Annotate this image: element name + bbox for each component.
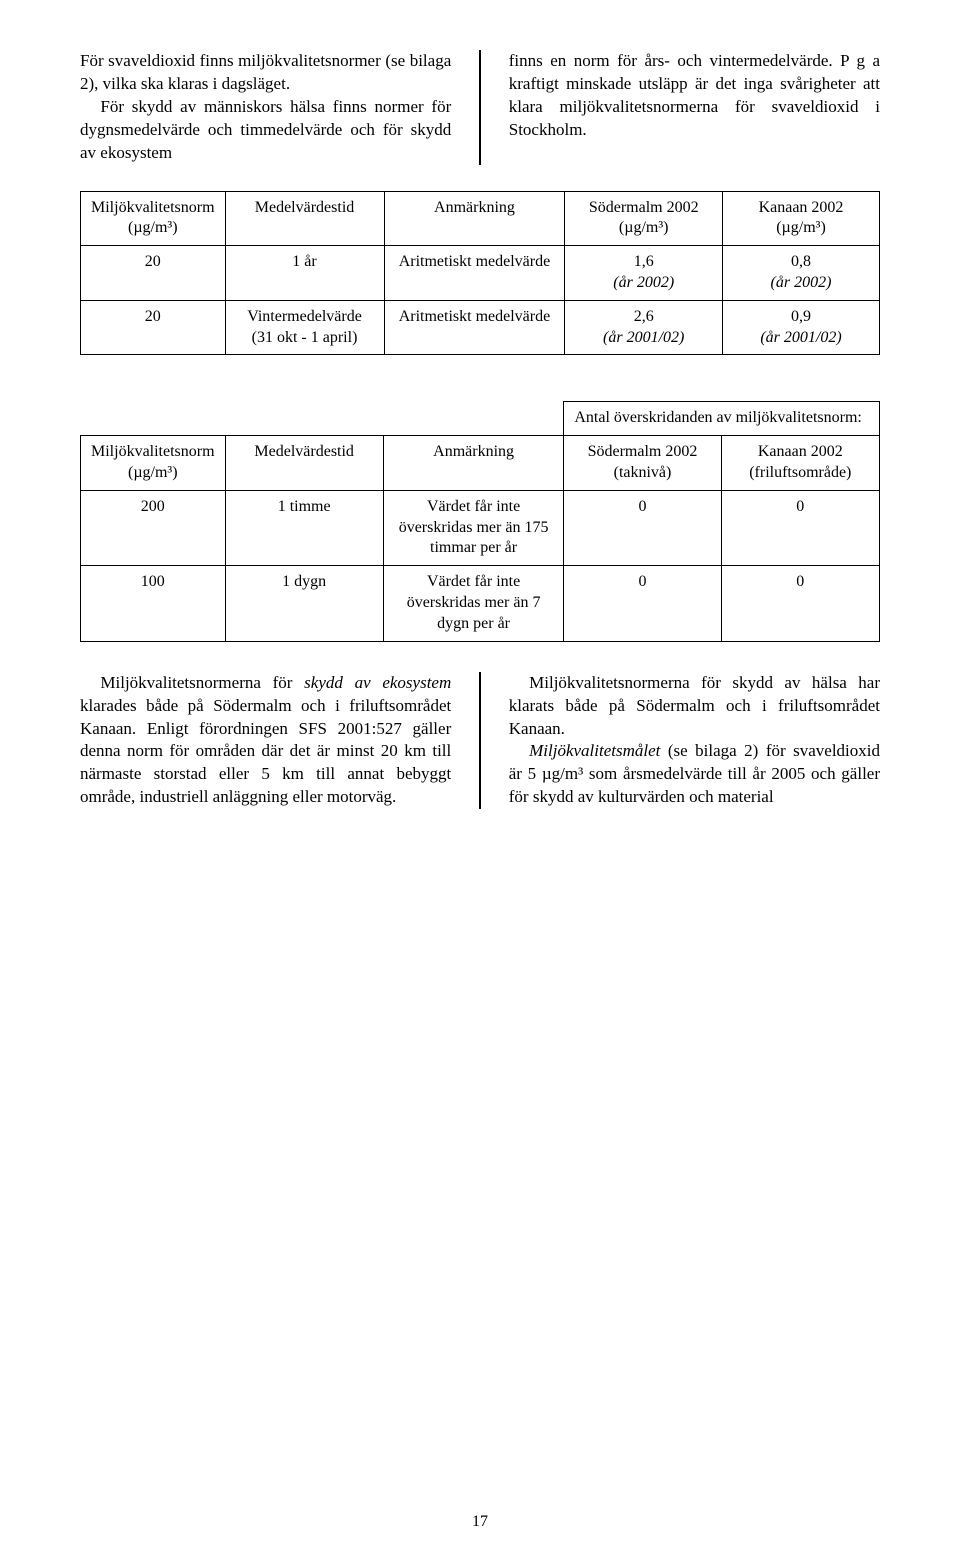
t1-r2-c4-val: 2,6 xyxy=(634,308,654,325)
t1-r2-c5-note: (år 2001/02) xyxy=(760,329,841,346)
t1-r2-c5: 0,9 (år 2001/02) xyxy=(722,300,879,355)
t2-r1-c1: 200 xyxy=(81,490,226,565)
t2-r1-c4: 0 xyxy=(564,490,721,565)
t1-r1-c5: 0,8 (år 2002) xyxy=(722,246,879,301)
t1-h2: Medelvärdestid xyxy=(225,191,384,246)
column-divider xyxy=(479,50,481,165)
outro-left-p1em: skydd av ekosystem xyxy=(304,673,451,692)
t2-h3: Anmärkning xyxy=(383,436,564,491)
t1-r2-c4-note: (år 2001/02) xyxy=(603,329,684,346)
outro-right-p2: Miljökvalitetsmålet (se bilaga 2) för sv… xyxy=(509,740,880,809)
t2-r2-c2: 1 dygn xyxy=(225,566,383,641)
t1-r2-c3: Aritmetiskt medelvärde xyxy=(384,300,565,355)
intro-left-col: För svaveldioxid finns miljökvalitetsnor… xyxy=(80,50,451,165)
table-row: 20 1 år Aritmetiskt medelvärde 1,6 (år 2… xyxy=(81,246,880,301)
table-row: 100 1 dygn Värdet får inte överskridas m… xyxy=(81,566,880,641)
intro-left-p2: För skydd av människors hälsa finns norm… xyxy=(80,96,451,165)
t2-r2-c1: 100 xyxy=(81,566,226,641)
table-row: 20 Vintermedelvärde (31 okt - 1 april) A… xyxy=(81,300,880,355)
t1-h3: Anmärkning xyxy=(384,191,565,246)
table-2-header-row: Miljökvalitetsnorm (µg/m³) Medelvärdesti… xyxy=(81,436,880,491)
t1-h5: Kanaan 2002 (µg/m³) xyxy=(722,191,879,246)
t2-r1-c5: 0 xyxy=(721,490,879,565)
intro-left-p1: För svaveldioxid finns miljökvalitetsnor… xyxy=(80,50,451,96)
table-1: Miljökvalitetsnorm (µg/m³) Medelvärdesti… xyxy=(80,191,880,356)
table-2-caption: Antal överskridanden av miljökvalitetsno… xyxy=(564,402,880,436)
table-row: 200 1 timme Värdet får inte överskridas … xyxy=(81,490,880,565)
outro-right-p1: Miljökvalitetsnormerna för skydd av häls… xyxy=(509,672,880,741)
t1-h1: Miljökvalitetsnorm (µg/m³) xyxy=(81,191,226,246)
t2-h4: Södermalm 2002 (taknivå) xyxy=(564,436,721,491)
column-divider xyxy=(479,672,481,810)
outro-left-col: Miljökvalitetsnormerna för skydd av ekos… xyxy=(80,672,451,810)
t1-h4: Södermalm 2002 (µg/m³) xyxy=(565,191,723,246)
t2-r2-c4: 0 xyxy=(564,566,721,641)
table-2-caption-row: Antal överskridanden av miljökvalitetsno… xyxy=(81,402,880,436)
t1-r1-c4-note: (år 2002) xyxy=(613,274,674,291)
t2-h2: Medelvärdestid xyxy=(225,436,383,491)
t2-r1-c3: Värdet får inte överskridas mer än 175 t… xyxy=(383,490,564,565)
outro-columns: Miljökvalitetsnormerna för skydd av ekos… xyxy=(80,672,880,810)
outro-left-p1: Miljökvalitetsnormerna för skydd av ekos… xyxy=(80,672,451,810)
t1-r1-c4: 1,6 (år 2002) xyxy=(565,246,723,301)
t1-r2-c4: 2,6 (år 2001/02) xyxy=(565,300,723,355)
t1-r1-c4-val: 1,6 xyxy=(634,253,654,270)
t1-r1-c5-note: (år 2002) xyxy=(771,274,832,291)
t1-r2-c5-val: 0,9 xyxy=(791,308,811,325)
caption-spacer xyxy=(81,402,564,436)
outro-left-p1b: klarades både på Södermalm och i friluft… xyxy=(80,696,451,807)
table-2: Antal överskridanden av miljökvalitetsno… xyxy=(80,401,880,641)
page: För svaveldioxid finns miljökvalitetsnor… xyxy=(0,0,960,1551)
t1-r1-c2: 1 år xyxy=(225,246,384,301)
outro-right-p2em: Miljökvalitetsmålet xyxy=(529,741,660,760)
t1-r2-c1: 20 xyxy=(81,300,226,355)
intro-right-col: finns en norm för års- och vintermedelvä… xyxy=(509,50,880,165)
intro-right-p1: finns en norm för års- och vintermedelvä… xyxy=(509,50,880,142)
t2-r1-c2: 1 timme xyxy=(225,490,383,565)
t2-r2-c3: Värdet får inte överskridas mer än 7 dyg… xyxy=(383,566,564,641)
table-1-header-row: Miljökvalitetsnorm (µg/m³) Medelvärdesti… xyxy=(81,191,880,246)
t1-r1-c1: 20 xyxy=(81,246,226,301)
t1-r1-c3: Aritmetiskt medelvärde xyxy=(384,246,565,301)
t1-r2-c2: Vintermedelvärde (31 okt - 1 april) xyxy=(225,300,384,355)
t1-r1-c5-val: 0,8 xyxy=(791,253,811,270)
t2-r2-c5: 0 xyxy=(721,566,879,641)
outro-left-p1a: Miljökvalitetsnormerna för xyxy=(100,673,304,692)
page-number: 17 xyxy=(0,1513,960,1531)
t2-h5: Kanaan 2002 (friluftsområde) xyxy=(721,436,879,491)
t2-h1: Miljökvalitetsnorm (µg/m³) xyxy=(81,436,226,491)
outro-right-col: Miljökvalitetsnormerna för skydd av häls… xyxy=(509,672,880,810)
intro-columns: För svaveldioxid finns miljökvalitetsnor… xyxy=(80,50,880,165)
